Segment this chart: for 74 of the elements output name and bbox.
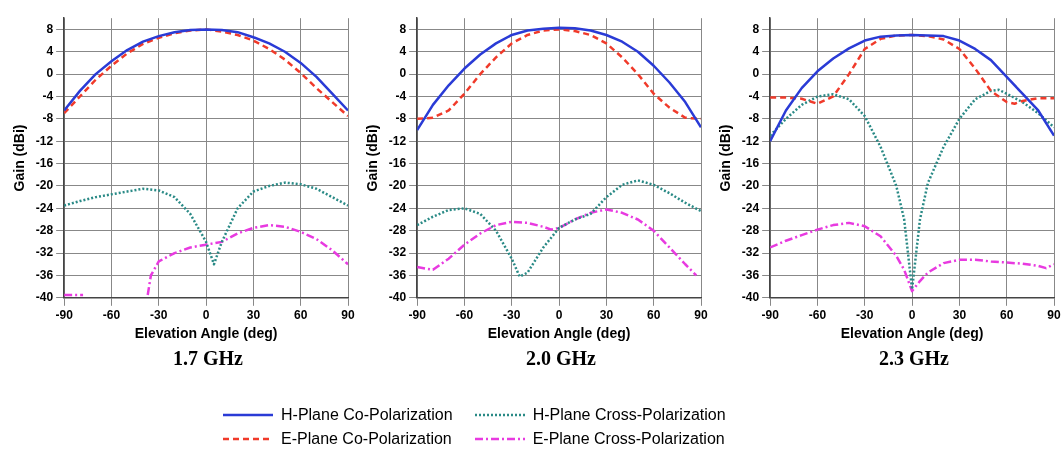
x-tick-label: 90 — [694, 308, 708, 323]
text: 1.7 GHz — [172, 347, 244, 370]
y-axis-title: Gain (dBi) — [717, 124, 734, 192]
y-tick-label: -40 — [35, 290, 54, 305]
y-tick-label: -36 — [388, 267, 407, 282]
y-tick-label: 8 — [399, 21, 407, 36]
y-tick-label: 4 — [46, 44, 54, 59]
y-tick-label: 8 — [46, 21, 54, 36]
y-tick-label: -12 — [388, 133, 407, 148]
x-tick-label: -60 — [808, 308, 827, 323]
legend-label: H-Plane Cross-Polarization — [532, 406, 726, 424]
x-tick-label: 30 — [599, 308, 614, 323]
x-tick-label: -60 — [102, 308, 121, 323]
text: 2.0 GHz — [525, 347, 597, 370]
x-tick-label: 60 — [647, 308, 661, 323]
legend-label: E-Plane Cross-Polarization — [532, 430, 725, 448]
y-tick-label: 0 — [46, 66, 54, 81]
y-tick-label: -12 — [741, 133, 760, 148]
y-tick-label: -16 — [388, 155, 407, 170]
y-tick-label: -36 — [741, 267, 760, 282]
x-tick-label: 90 — [1047, 308, 1061, 323]
y-tick-label: -4 — [748, 88, 760, 103]
x-tick-label: 30 — [246, 308, 261, 323]
y-tick-label: 4 — [399, 44, 407, 59]
y-tick-label: -28 — [35, 223, 54, 238]
y-tick-label: -4 — [395, 88, 407, 103]
y-tick-label: -24 — [388, 200, 407, 215]
y-tick-label: -8 — [748, 111, 760, 126]
x-tick-label: 90 — [341, 308, 355, 323]
x-tick-label: 60 — [294, 308, 308, 323]
y-tick-label: -32 — [388, 245, 407, 260]
x-tick-label: -30 — [503, 308, 521, 323]
line-series — [417, 208, 698, 277]
x-tick-label: -90 — [761, 308, 780, 323]
y-tick-label: 4 — [752, 44, 760, 59]
x-tick-label: -90 — [55, 308, 74, 323]
y-tick-label: -24 — [741, 200, 760, 215]
y-axis-title: Gain (dBi) — [364, 124, 381, 192]
y-tick-label: -20 — [35, 178, 54, 193]
y-tick-label: -12 — [35, 133, 54, 148]
legend-label: E-Plane Co-Polarization — [281, 430, 452, 448]
x-tick-label: 0 — [555, 308, 563, 323]
y-tick-label: -32 — [35, 245, 54, 260]
x-axis-title: Elevation Angle (deg) — [134, 325, 278, 342]
y-tick-label: -16 — [35, 155, 54, 170]
y-tick-label: -20 — [388, 178, 407, 193]
y-tick-label: -40 — [388, 290, 407, 305]
y-tick-label: -4 — [42, 88, 54, 103]
y-tick-label: -24 — [35, 200, 54, 215]
x-tick-label: -30 — [150, 308, 168, 323]
x-tick-label: 0 — [202, 308, 210, 323]
y-axis-title: Gain (dBi) — [11, 124, 28, 192]
x-tick-label: -90 — [408, 308, 427, 323]
x-tick-label: 30 — [952, 308, 967, 323]
y-tick-label: 0 — [399, 66, 407, 81]
y-tick-label: 0 — [752, 66, 760, 81]
y-tick-label: -8 — [42, 111, 54, 126]
y-tick-label: -8 — [395, 111, 407, 126]
legend-label: H-Plane Co-Polarization — [281, 406, 453, 424]
y-tick-label: -36 — [35, 267, 54, 282]
x-tick-label: -30 — [856, 308, 874, 323]
y-tick-label: -16 — [741, 155, 760, 170]
y-tick-label: -20 — [741, 178, 760, 193]
x-axis-title: Elevation Angle (deg) — [840, 325, 984, 342]
y-tick-label: -28 — [388, 223, 407, 238]
x-tick-label: 0 — [908, 308, 916, 323]
y-tick-label: -28 — [741, 223, 760, 238]
text: 2.3 GHz — [878, 347, 950, 370]
y-tick-label: -40 — [741, 290, 760, 305]
y-tick-label: -32 — [741, 245, 760, 260]
y-tick-label: 8 — [752, 21, 760, 36]
x-axis-title: Elevation Angle (deg) — [487, 325, 631, 342]
x-tick-label: -60 — [455, 308, 474, 323]
x-tick-label: 60 — [1000, 308, 1014, 323]
